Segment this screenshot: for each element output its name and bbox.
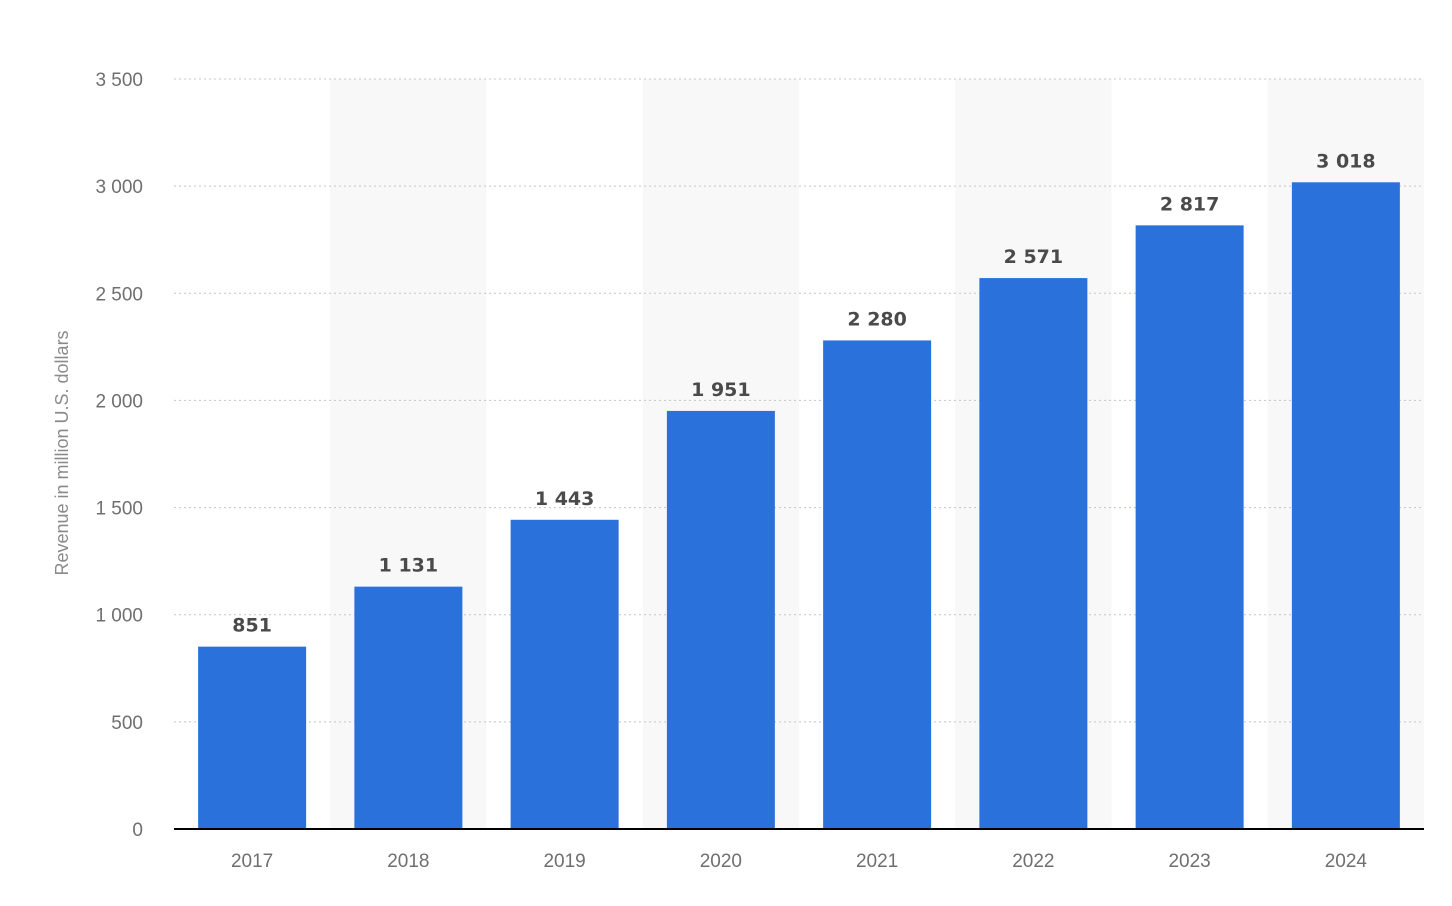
x-tick-label: 2021 — [856, 851, 898, 872]
y-tick-label: 3 500 — [95, 70, 143, 91]
bars — [198, 182, 1400, 830]
y-tick-label: 2 000 — [95, 391, 143, 412]
bar-value-label: 851 — [232, 615, 272, 637]
bar-value-label: 1 443 — [535, 488, 595, 510]
y-axis-title: Revenue in million U.S. dollars — [52, 330, 72, 575]
x-tick-label: 2019 — [543, 851, 585, 872]
y-tick-label: 500 — [111, 713, 143, 734]
bar — [1291, 182, 1400, 830]
bar-value-label: 2 280 — [847, 308, 907, 330]
x-tick-label: 2018 — [387, 851, 429, 872]
y-tick-label: 2 500 — [95, 284, 143, 305]
bar-value-label: 1 131 — [379, 555, 439, 577]
bar — [979, 278, 1088, 830]
y-tick-label: 3 000 — [95, 177, 143, 198]
x-tick-label: 2022 — [1012, 851, 1054, 872]
bar — [198, 646, 307, 829]
bar — [823, 340, 932, 829]
bar-value-label: 1 951 — [691, 379, 751, 401]
bar-value-labels: 851 1 131 1 443 1 951 2 280 2 571 2 817 3 018 — [232, 150, 1375, 636]
y-tick-label: 1 500 — [95, 499, 143, 520]
bar — [666, 410, 775, 829]
bar-value-label: 2 817 — [1160, 193, 1220, 215]
x-tick-label: 2024 — [1325, 851, 1368, 872]
y-tick-label: 0 — [132, 820, 143, 841]
x-tick-label: 2020 — [700, 851, 742, 872]
bar — [510, 519, 619, 829]
y-axis-ticks: 0 500 1 000 1 500 2 000 2 500 3 000 3 500 — [95, 70, 143, 841]
bar — [354, 586, 463, 829]
y-tick-label: 1 000 — [95, 606, 143, 627]
bar-value-label: 2 571 — [1004, 246, 1064, 268]
bar — [1135, 225, 1244, 829]
bar-value-label: 3 018 — [1316, 150, 1376, 172]
x-axis-ticks: 2017 2018 2019 2020 2021 2022 2023 2024 — [231, 851, 1367, 872]
x-tick-label: 2017 — [231, 851, 273, 872]
x-tick-label: 2023 — [1168, 851, 1210, 872]
